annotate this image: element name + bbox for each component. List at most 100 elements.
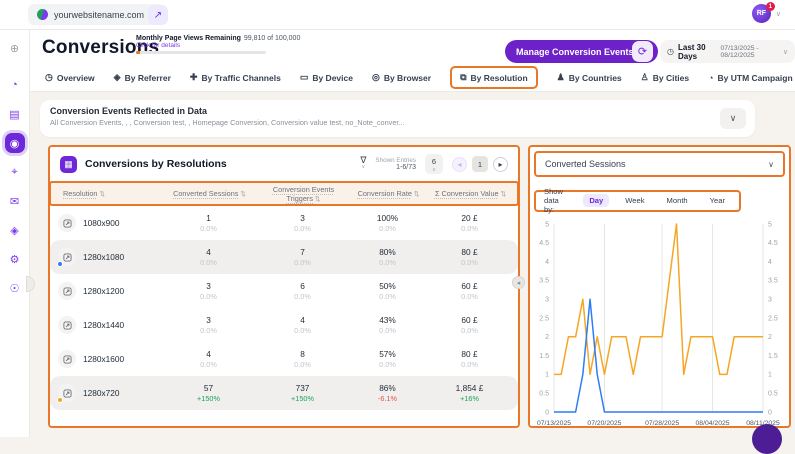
resolution-label: 1280x720 [83, 388, 120, 398]
tab-by-device[interactable]: ▭ By Device [300, 72, 353, 83]
tab-by-browser[interactable]: ◎ By Browser [372, 72, 431, 83]
table-cell: 4 0.0% [294, 315, 311, 335]
table-cell: 43% 0.0% [379, 315, 396, 335]
account-menu[interactable]: RF 1 ∨ [751, 2, 781, 23]
page-views-progress [136, 51, 266, 54]
chat-widget-button[interactable] [752, 424, 782, 454]
table-cell: 50% 0.0% [379, 281, 396, 301]
table-row[interactable]: 1280x1080 4 0.0% 7 0.0% 80% 0.0% 80 £0.0% [50, 240, 518, 274]
chevron-down-icon: ∨ [768, 159, 774, 169]
resolution-expand-icon[interactable] [57, 384, 76, 403]
sidebar-item-messages[interactable]: ✉ [5, 191, 25, 211]
svg-text:1.5: 1.5 [768, 352, 778, 359]
tab-label: Overview [56, 72, 95, 83]
resolution-cell: 1280x720 [50, 384, 162, 403]
panel-resize-handle[interactable]: ◂ [512, 276, 525, 289]
table-header: ▦ Conversions by Resolutions ∇ ∨ Shown E… [50, 147, 518, 181]
sidebar-item-visitors[interactable]: ⌖ [5, 162, 25, 182]
prev-icon: ◂ [457, 159, 462, 169]
date-range-picker[interactable]: ◷ Last 30 Days 07/13/2025 - 08/12/2025 ∨ [660, 40, 795, 63]
resolution-expand-icon[interactable] [58, 350, 76, 368]
period-option-week[interactable]: Week [625, 196, 645, 205]
prev-page-button[interactable]: ◂ [452, 156, 467, 172]
projects-icon: ▤ [9, 108, 20, 121]
sidebar-rail: ⊕ ◔ ▤ ◉ ⌖ ✉ ◈ ⚙ ☉ [0, 30, 30, 437]
table-cell: 4 0.0% [200, 247, 217, 267]
filter-button[interactable]: ∇ ∨ [360, 156, 366, 171]
page-views-details-link[interactable]: Click for details [136, 42, 181, 49]
events-banner-expand-button[interactable]: ∨ [720, 108, 746, 129]
column-header[interactable]: Σ Conversion Value ⇅ [434, 189, 507, 198]
svg-text:0: 0 [768, 409, 772, 416]
svg-text:4.5: 4.5 [539, 240, 549, 247]
column-header[interactable]: Conversion Rate ⇅ [357, 189, 420, 198]
tab-by-cities[interactable]: ♙ By Cities [641, 72, 689, 83]
table-row[interactable]: 1280x1200 3 0.0% 6 0.0% 50% 0.0% 60 £0.0% [50, 274, 518, 308]
page-title: Conversions [42, 37, 160, 58]
analytics-icon: ◔ [11, 79, 18, 91]
table-row[interactable]: 1280x1600 4 0.0% 8 0.0% 57% 0.0% 80 £0.0% [50, 342, 518, 376]
table-row[interactable]: 1080x900 1 0.0% 3 0.0% 100% 0.0% 20 £0.0% [50, 206, 518, 240]
resolutions-table-panel: ▦ Conversions by Resolutions ∇ ∨ Shown E… [48, 145, 520, 428]
metric-dropdown[interactable]: Converted Sessions ∨ [534, 151, 785, 177]
tab-by-referrer[interactable]: ◈ By Referrer [114, 72, 171, 83]
resolution-expand-icon[interactable] [58, 316, 76, 334]
svg-text:4.5: 4.5 [768, 240, 778, 247]
resolution-expand-icon[interactable] [57, 248, 76, 267]
tab-label: By Cities [652, 72, 690, 83]
tab-by-traffic-channels[interactable]: ✚ By Traffic Channels [190, 72, 281, 83]
tab-overview[interactable]: ◷ Overview [45, 72, 95, 83]
period-option-month[interactable]: Month [666, 196, 688, 205]
table-cell: 80 £0.0% [461, 349, 478, 369]
column-header[interactable]: Converted Sessions ⇅ [173, 189, 246, 198]
by-traffic-channels-icon: ✚ [189, 72, 198, 82]
next-page-button[interactable]: ▸ [493, 156, 508, 172]
sort-icon: ⇅ [500, 191, 507, 198]
table-cell: 20 £0.0% [461, 213, 478, 233]
sidebar-item-privacy[interactable]: ◈ [5, 220, 25, 240]
tab-label: By Countries [568, 72, 622, 83]
resolution-cell: 1280x1600 [50, 350, 162, 368]
column-header[interactable]: Conversion Events Triggers ⇅ [272, 184, 335, 203]
svg-text:2.5: 2.5 [768, 315, 778, 322]
page-size-select[interactable]: 6 ∨ [425, 154, 443, 174]
sidebar-item-projects[interactable]: ▤ [5, 104, 25, 124]
svg-text:0.5: 0.5 [768, 390, 778, 397]
sidebar-item-settings[interactable]: ⚙ [5, 249, 25, 269]
site-selector[interactable]: yourwebsitename.com ∨ [28, 4, 165, 25]
svg-text:1.5: 1.5 [539, 352, 549, 359]
svg-text:0.5: 0.5 [539, 390, 549, 397]
external-link-icon: ↗ [153, 9, 163, 21]
column-header[interactable]: Resolution ⇅ [63, 189, 105, 198]
table-row[interactable]: 1280x1440 3 0.0% 4 0.0% 43% 0.0% 60 £0.0% [50, 308, 518, 342]
shown-entries-label: Shown Entries [375, 157, 416, 164]
resolution-expand-icon[interactable] [58, 214, 76, 232]
location-icon: ☉ [9, 282, 20, 295]
table-row[interactable]: 1280x720 57 +150% 737 +150% 86% -6.1% 1,854 £ +1… [50, 376, 518, 410]
by-utm-campaign-icon: ◔ [708, 72, 714, 83]
resolution-expand-icon[interactable] [58, 282, 76, 300]
period-option-year[interactable]: Year [709, 196, 725, 205]
sidebar-item-add[interactable]: ⊕ [5, 38, 25, 58]
period-option-day[interactable]: Day [583, 194, 610, 207]
sidebar-collapse-handle[interactable] [26, 276, 35, 292]
settings-icon: ⚙ [9, 253, 20, 266]
events-banner-subtitle: All Conversion Events, , , Conversion te… [50, 118, 405, 127]
refresh-button[interactable]: ⟳ [632, 41, 653, 62]
top-bar: yourwebsitename.com ∨ ↗ RF 1 ∨ [0, 0, 795, 30]
notification-badge: 1 [765, 2, 775, 11]
table-cell: 1,854 £ +16% [455, 383, 484, 403]
series-color-dot [57, 261, 63, 267]
svg-text:5: 5 [545, 221, 549, 228]
tab-by-countries[interactable]: ♟ By Countries [557, 72, 622, 83]
sidebar-item-conversions[interactable]: ◉ [4, 133, 25, 153]
report-tabs: ◷ Overview ◈ By Referrer ✚ By Traffic Channel… [30, 64, 795, 92]
open-site-button[interactable]: ↗ [148, 5, 168, 25]
table-cell: 57% 0.0% [379, 349, 396, 369]
sidebar-item-location[interactable]: ☉ [5, 278, 25, 298]
sidebar-item-analytics[interactable]: ◔ [5, 75, 25, 95]
tab-by-utm-campaign[interactable]: ◔ By UTM Campaign [708, 73, 793, 83]
tab-by-resolution[interactable]: ⧉ By Resolution [450, 66, 538, 89]
tab-label: By Device [312, 72, 353, 83]
table-column-headers: Resolution ⇅ Converted Sessions ⇅ Conversion… [49, 181, 519, 206]
